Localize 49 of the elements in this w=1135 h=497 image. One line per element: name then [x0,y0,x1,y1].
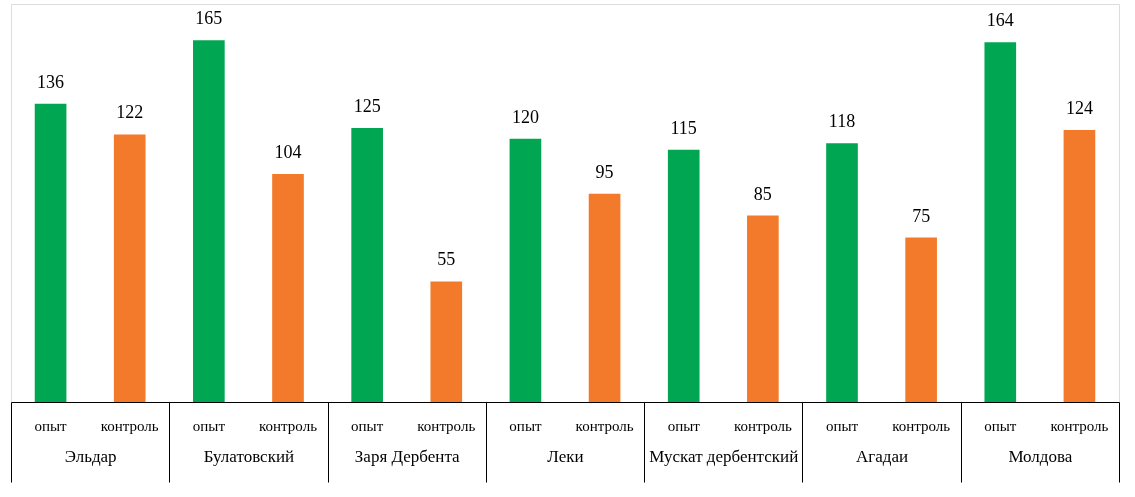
data-label: 75 [912,205,931,226]
bar [509,138,542,402]
text: опыт [351,418,384,434]
series-label: опыт [34,418,68,434]
data-label: 118 [828,111,856,132]
data-label: 120 [511,106,539,127]
text: контроль [892,418,951,434]
bar [826,143,858,402]
data-label: 165 [195,8,223,29]
x-tick-label: Эльдар [64,446,117,466]
data-label: 164 [986,10,1014,31]
data-label: 115 [670,117,697,138]
data-label: 85 [753,183,772,204]
text: контроль [417,418,476,434]
x-tick-label: Агадаи [856,446,909,466]
x-tick-label: Заря Дербента [354,446,461,466]
bar [193,40,225,402]
text: опыт [984,418,1017,434]
text: контроль [733,418,792,434]
text: опыт [509,418,542,434]
bar [984,42,1017,402]
text: контроль [259,418,317,434]
bar [588,193,621,402]
data-label: 122 [116,102,144,123]
x-tick-label: Молдова [1008,446,1073,466]
bar [667,149,700,402]
data-label: 55 [437,249,456,270]
data-label: 124 [1065,98,1093,119]
bar [113,134,146,402]
bar [905,237,937,402]
data-label: 95 [595,161,614,182]
bar [747,215,779,402]
data-label: 104 [274,141,302,162]
x-tick-label: Мускат дербентский [649,446,799,466]
text: контроль [100,418,159,434]
series-label: контроль [1050,418,1109,434]
bar [1063,130,1096,402]
data-label: 136 [37,71,65,92]
text: опыт [192,418,225,434]
text: опыт [667,418,700,434]
bar [351,127,383,402]
bar [272,173,304,402]
text: опыт [825,418,859,434]
x-tick-label: Булатовский [203,446,295,466]
bar [34,103,67,402]
text: контроль [575,418,634,434]
bar [430,281,463,402]
x-tick-label: Леки [547,446,584,466]
data-label: 125 [353,95,381,116]
